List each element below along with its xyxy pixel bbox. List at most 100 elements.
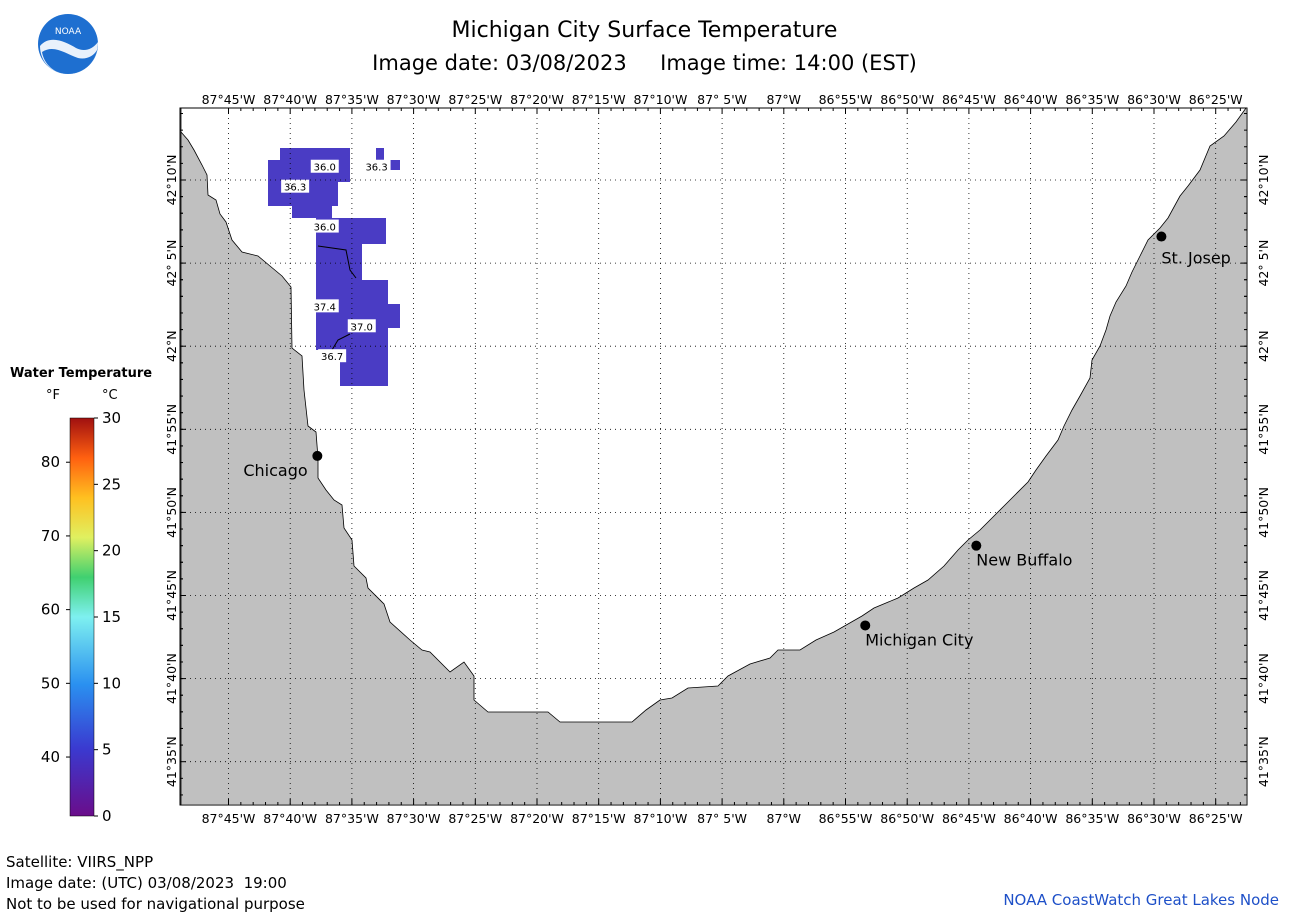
city-label: New Buffalo xyxy=(976,551,1072,570)
lon-label-bottom: 87°45'W xyxy=(202,811,256,826)
lon-label-top: 87°10'W xyxy=(633,92,687,107)
lon-label-top: 87°40'W xyxy=(263,92,317,107)
noaa-logo: NOAA xyxy=(38,14,98,74)
colorbar-f-label: 60 xyxy=(41,601,60,619)
lon-label-bottom: 87°20'W xyxy=(510,811,564,826)
svg-text:36.7: 36.7 xyxy=(321,352,343,363)
city-label: St. Josep xyxy=(1161,249,1230,268)
lon-label-top: 86°35'W xyxy=(1065,92,1119,107)
lon-label-bottom: 87° 5'W xyxy=(697,811,747,826)
lat-label-left: 41°55'N xyxy=(164,404,179,455)
image-date: Image date: 03/08/2023 xyxy=(372,51,627,75)
temperature-label: 36.3 xyxy=(281,179,310,194)
lon-label-bottom: 86°25'W xyxy=(1189,811,1243,826)
lon-label-bottom: 86°55'W xyxy=(819,811,873,826)
svg-text:37.4: 37.4 xyxy=(314,302,336,313)
legend-unit-f: °F xyxy=(46,388,60,403)
lat-label-left: 42°10'N xyxy=(164,155,179,206)
footer-disclaimer: Not to be used for navigational purpose xyxy=(6,895,305,913)
lat-label-right: 41°40'N xyxy=(1256,653,1271,704)
legend-title: Water Temperature xyxy=(10,366,153,381)
lon-label-top: 86°40'W xyxy=(1004,92,1058,107)
sst-isotherms xyxy=(317,245,357,351)
lon-label-top: 86°25'W xyxy=(1189,92,1243,107)
colorbar-f-label: 70 xyxy=(41,527,60,545)
temperature-label: 37.0 xyxy=(347,319,376,333)
colorbar-c-label: 25 xyxy=(102,475,121,493)
lon-label-top: 87°25'W xyxy=(448,92,502,107)
lon-label-bottom: 87°15'W xyxy=(572,811,626,826)
lon-label-bottom: 87°10'W xyxy=(633,811,687,826)
colorbar-c-label: 5 xyxy=(102,741,112,759)
colorbar-f-label: 80 xyxy=(41,453,60,471)
city-marker xyxy=(971,540,982,551)
lon-label-bottom: 87°30'W xyxy=(387,811,441,826)
footer-utc-date: Image date: (UTC) 03/08/2023 19:00 xyxy=(6,874,287,892)
lon-label-bottom: 87°25'W xyxy=(448,811,502,826)
lat-label-left: 42°N xyxy=(164,330,179,362)
lon-label-bottom: 86°50'W xyxy=(880,811,934,826)
logo-text: NOAA xyxy=(55,27,82,37)
colorbar-c-label: 20 xyxy=(102,542,121,560)
temperature-label: 36.7 xyxy=(318,349,347,363)
city-label: Michigan City xyxy=(865,630,973,649)
lon-label-top: 86°30'W xyxy=(1127,92,1181,107)
lat-label-right: 41°55'N xyxy=(1256,404,1271,455)
lat-label-right: 41°50'N xyxy=(1256,487,1271,538)
lon-label-bottom: 87°35'W xyxy=(325,811,379,826)
lat-label-left: 41°35'N xyxy=(164,736,179,787)
lon-label-top: 86°45'W xyxy=(942,92,996,107)
lat-label-right: 41°35'N xyxy=(1256,736,1271,787)
lon-label-top: 87°45'W xyxy=(202,92,256,107)
image-time: Image time: 14:00 (EST) xyxy=(660,51,917,75)
lon-label-top: 86°55'W xyxy=(819,92,873,107)
footer-info: Satellite: VIIRS_NPP Image date: (UTC) 0… xyxy=(6,852,305,915)
lat-label-right: 42°N xyxy=(1256,330,1271,362)
land-west xyxy=(180,107,1248,806)
svg-text:36.3: 36.3 xyxy=(284,183,306,194)
lon-label-top: 87°W xyxy=(767,92,802,107)
city-marker xyxy=(860,620,871,631)
map-title: Michigan City Surface Temperature xyxy=(451,18,838,43)
lon-label-bottom: 86°35'W xyxy=(1065,811,1119,826)
colorbar-f-label: 50 xyxy=(41,674,60,692)
lon-label-bottom: 87°40'W xyxy=(263,811,317,826)
lon-label-bottom: 87°W xyxy=(767,811,802,826)
lon-label-bottom: 86°45'W xyxy=(942,811,996,826)
city-marker xyxy=(1156,231,1167,242)
lon-label-bottom: 86°30'W xyxy=(1127,811,1181,826)
temperature-label: 36.0 xyxy=(310,219,339,234)
lon-label-top: 87°30'W xyxy=(387,92,441,107)
footer-credit: NOAA CoastWatch Great Lakes Node xyxy=(1003,891,1279,909)
lon-label-top: 87°15'W xyxy=(572,92,626,107)
svg-text:36.3: 36.3 xyxy=(365,163,387,174)
lat-label-left: 41°50'N xyxy=(164,487,179,538)
lat-label-left: 41°45'N xyxy=(164,570,179,621)
lon-label-top: 87°20'W xyxy=(510,92,564,107)
colorbar-c-label: 30 xyxy=(102,409,121,427)
lon-label-bottom: 86°40'W xyxy=(1004,811,1058,826)
map-subtitle: Image date: 03/08/2023 Image time: 14:00… xyxy=(0,51,1289,75)
legend-unit-c: °C xyxy=(102,388,118,403)
colorbar-c-label: 10 xyxy=(102,674,121,692)
city-marker xyxy=(312,450,323,461)
temperature-label: 36.0 xyxy=(310,159,339,174)
svg-text:36.0: 36.0 xyxy=(314,163,336,174)
colorbar-c-label: 0 xyxy=(102,807,112,825)
lat-label-right: 42°10'N xyxy=(1256,155,1271,206)
lon-label-top: 87°35'W xyxy=(325,92,379,107)
lon-label-top: 87° 5'W xyxy=(697,92,747,107)
svg-text:37.0: 37.0 xyxy=(351,322,373,333)
legend-colorbar xyxy=(69,417,95,817)
city-label: Chicago xyxy=(243,461,307,480)
temperature-label: 36.3 xyxy=(362,159,391,174)
svg-text:36.0: 36.0 xyxy=(314,223,336,234)
lat-label-left: 41°40'N xyxy=(164,653,179,704)
temperature-label: 37.4 xyxy=(310,299,339,313)
lon-label-top: 86°50'W xyxy=(880,92,934,107)
footer-satellite: Satellite: VIIRS_NPP xyxy=(6,853,154,871)
lat-label-left: 42° 5'N xyxy=(164,240,179,287)
lat-label-right: 42° 5'N xyxy=(1256,240,1271,287)
colorbar-f-label: 40 xyxy=(41,748,60,766)
